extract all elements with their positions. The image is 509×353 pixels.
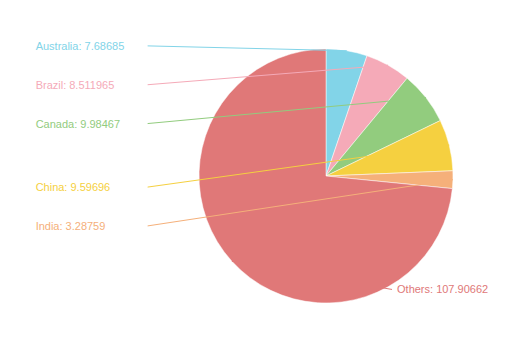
svg-text:China: 9.59696: China: 9.59696 xyxy=(36,181,111,193)
svg-text:Brazil: 8.511965: Brazil: 8.511965 xyxy=(36,79,115,91)
svg-text:Others: 107.90662: Others: 107.90662 xyxy=(397,283,488,295)
svg-text:Canada: 9.98467: Canada: 9.98467 xyxy=(36,118,120,130)
svg-text:India: 3.28759: India: 3.28759 xyxy=(36,220,106,232)
svg-text:Australia: 7.68685: Australia: 7.68685 xyxy=(36,40,125,52)
